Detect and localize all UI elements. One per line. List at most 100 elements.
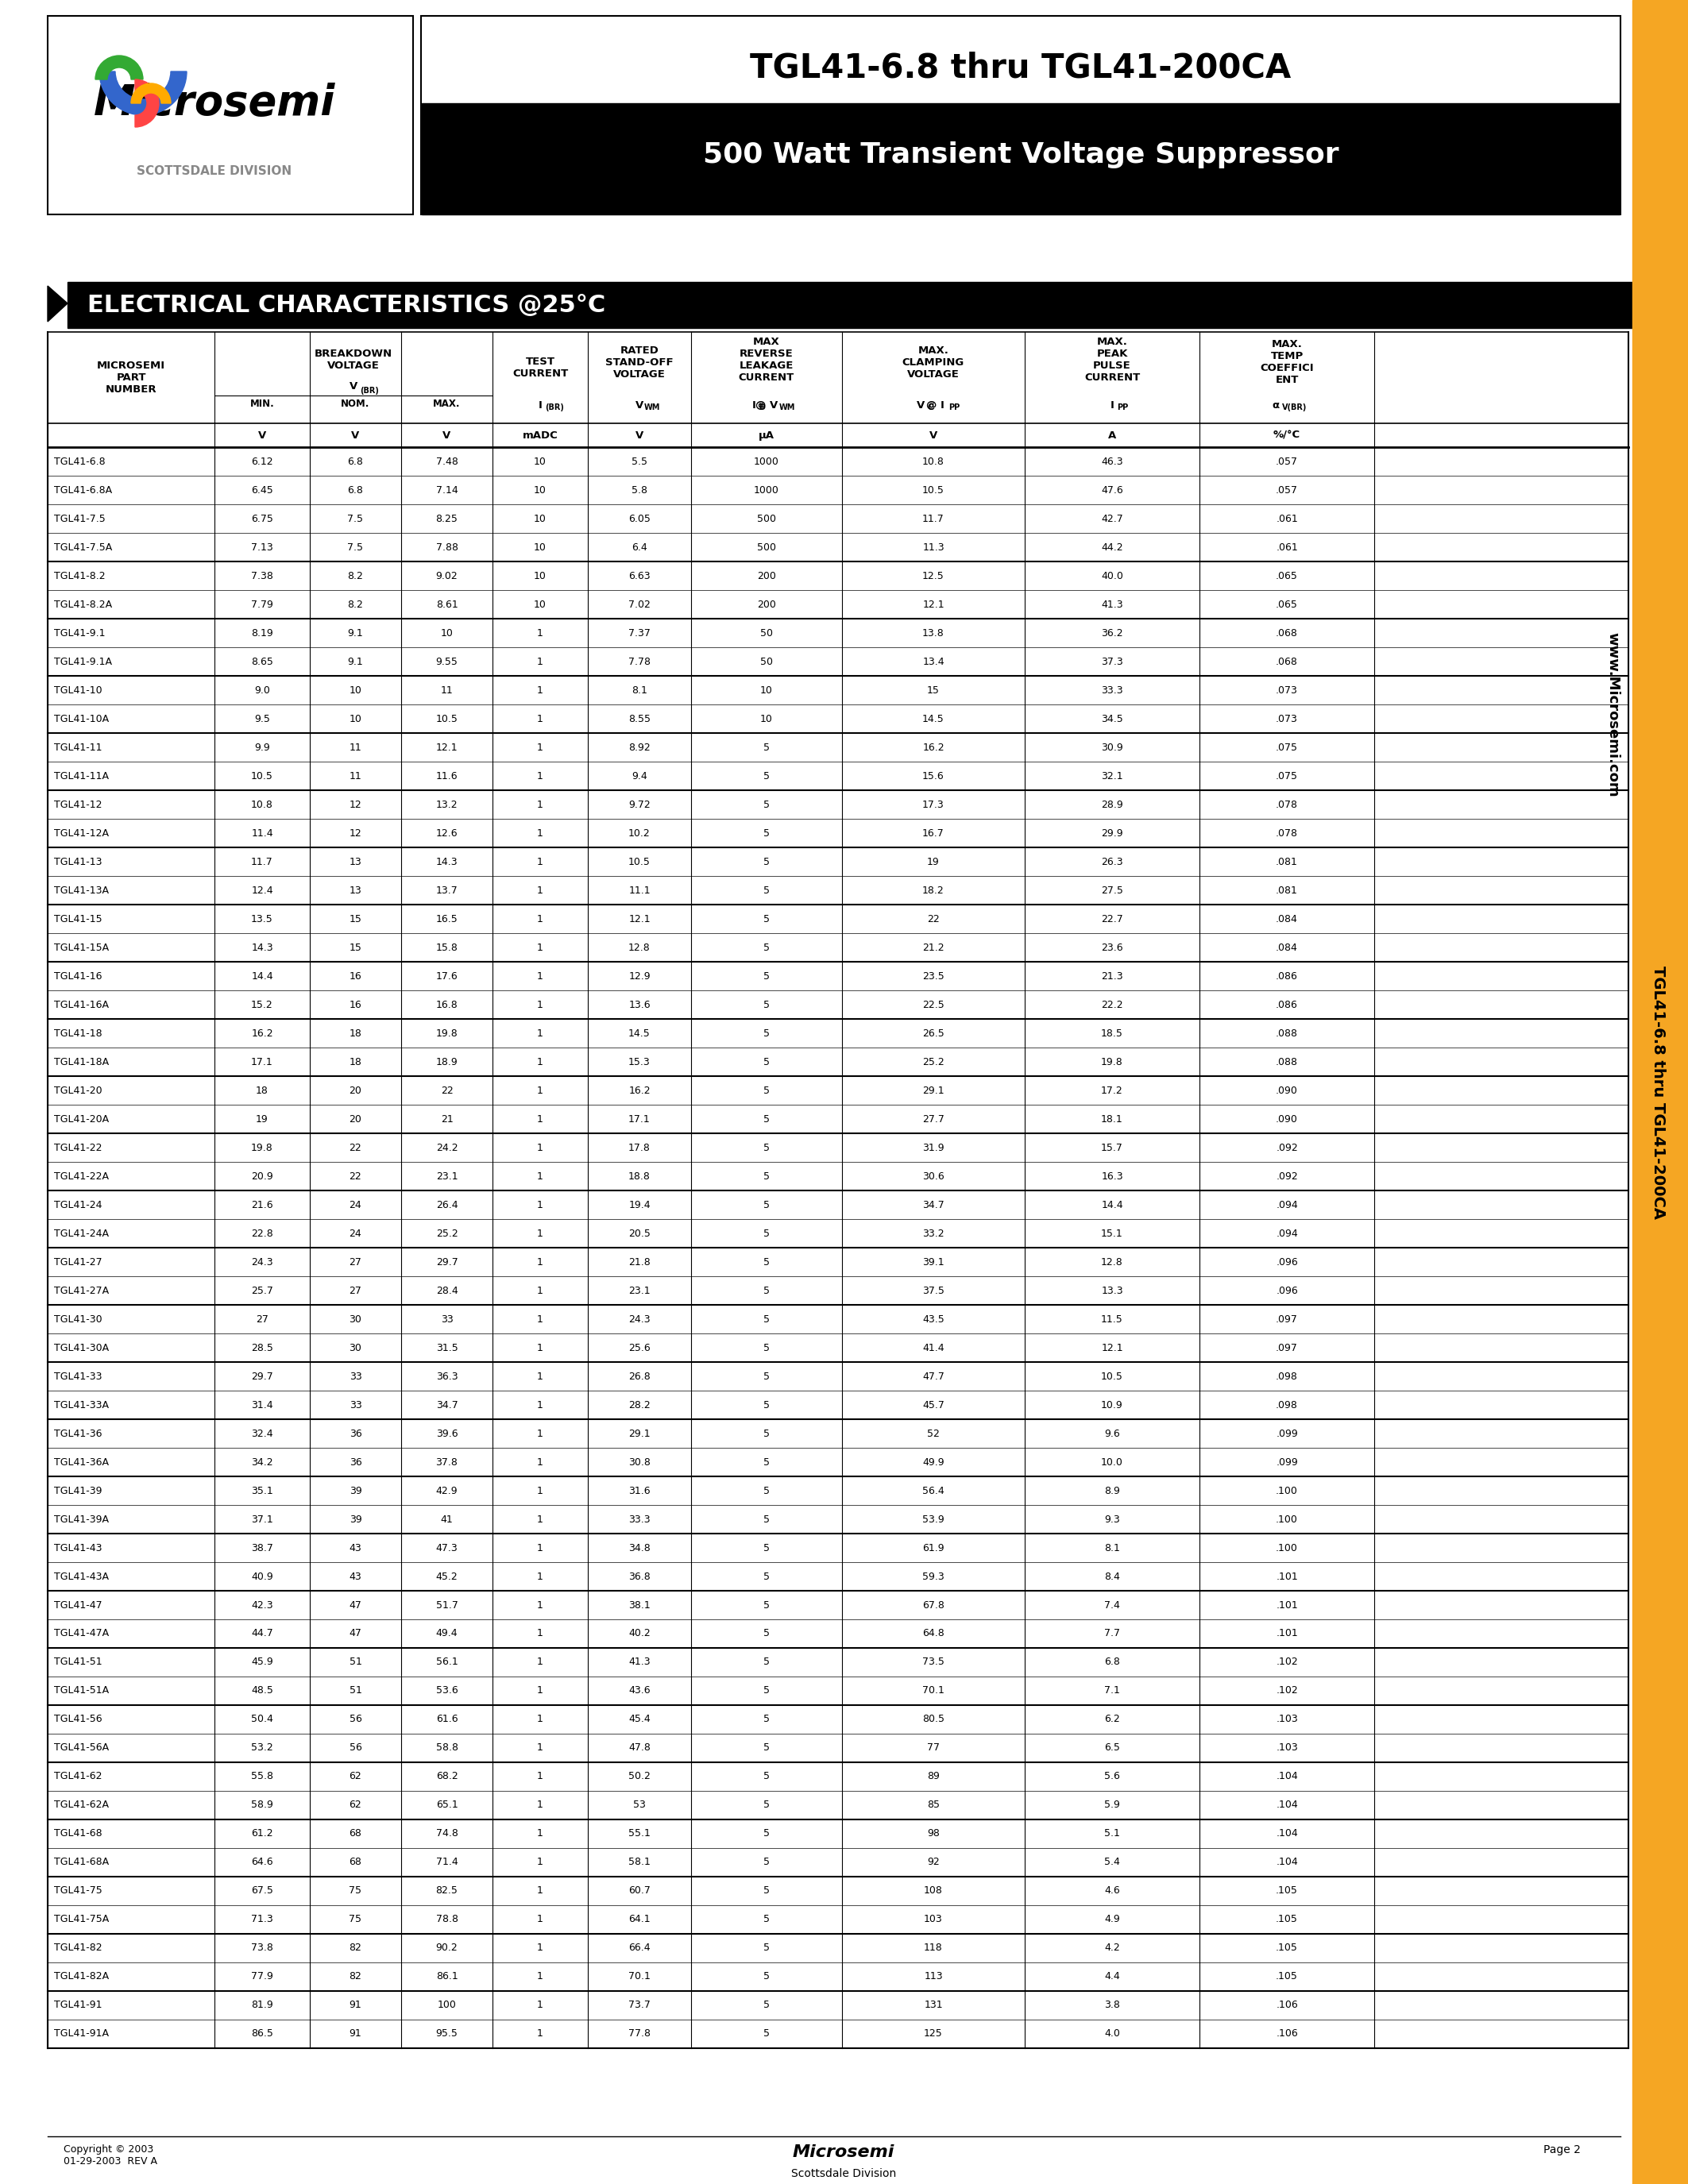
Text: 16.2: 16.2 xyxy=(628,1085,650,1096)
Text: 32.4: 32.4 xyxy=(252,1428,273,1439)
Text: .103: .103 xyxy=(1276,1714,1298,1725)
Text: TGL41-62: TGL41-62 xyxy=(54,1771,101,1782)
Text: 5: 5 xyxy=(763,1658,770,1666)
Text: 5: 5 xyxy=(763,1428,770,1439)
Bar xyxy=(47,561,1629,590)
Text: 26.3: 26.3 xyxy=(1101,856,1123,867)
Text: Microsemi: Microsemi xyxy=(793,2145,895,2160)
Text: 9.72: 9.72 xyxy=(628,799,650,810)
Text: 37.8: 37.8 xyxy=(436,1457,457,1468)
Text: 7.14: 7.14 xyxy=(436,485,457,496)
Polygon shape xyxy=(47,286,68,321)
Text: 16.5: 16.5 xyxy=(436,913,457,924)
Text: 1: 1 xyxy=(537,1457,544,1468)
Text: 9.9: 9.9 xyxy=(255,743,270,753)
Text: 5: 5 xyxy=(763,1514,770,1524)
Text: 24: 24 xyxy=(349,1227,361,1238)
Text: 29.1: 29.1 xyxy=(922,1085,944,1096)
Text: 22: 22 xyxy=(927,913,940,924)
Text: TGL41-18A: TGL41-18A xyxy=(54,1057,110,1068)
Text: TGL41-16: TGL41-16 xyxy=(54,972,101,981)
Text: TGL41-13A: TGL41-13A xyxy=(54,885,108,895)
Text: V: V xyxy=(930,430,937,441)
Text: 6.75: 6.75 xyxy=(252,513,273,524)
Text: 8.1: 8.1 xyxy=(631,686,648,695)
Text: TGL41-13: TGL41-13 xyxy=(54,856,101,867)
Text: 64.1: 64.1 xyxy=(628,1915,650,1924)
Text: .099: .099 xyxy=(1276,1457,1298,1468)
Bar xyxy=(47,618,1629,646)
Text: Page 2: Page 2 xyxy=(1543,2145,1580,2156)
Text: 5: 5 xyxy=(763,1885,770,1896)
Text: 500: 500 xyxy=(756,513,776,524)
Text: 18: 18 xyxy=(257,1085,268,1096)
Text: 55.1: 55.1 xyxy=(628,1828,650,1839)
Text: 1: 1 xyxy=(537,1029,544,1037)
Text: 10: 10 xyxy=(533,485,547,496)
Text: 20: 20 xyxy=(349,1085,361,1096)
Text: 5: 5 xyxy=(763,1286,770,1295)
Bar xyxy=(47,1876,1629,1904)
Text: 21.6: 21.6 xyxy=(252,1199,273,1210)
Text: 23.1: 23.1 xyxy=(628,1286,650,1295)
Bar xyxy=(47,1105,1629,1133)
Text: 16.3: 16.3 xyxy=(1101,1171,1123,1182)
Text: .073: .073 xyxy=(1276,714,1298,723)
Text: 9.1: 9.1 xyxy=(348,627,363,638)
Text: 15.8: 15.8 xyxy=(436,941,457,952)
Text: .096: .096 xyxy=(1276,1286,1298,1295)
Text: 16.2: 16.2 xyxy=(252,1029,273,1037)
Text: 9.1: 9.1 xyxy=(348,657,363,666)
Text: .078: .078 xyxy=(1276,799,1298,810)
Text: TGL41-10A: TGL41-10A xyxy=(54,714,110,723)
Text: 19: 19 xyxy=(927,856,940,867)
Text: 31.6: 31.6 xyxy=(628,1485,650,1496)
Bar xyxy=(47,876,1629,904)
Text: 27.5: 27.5 xyxy=(1101,885,1123,895)
Text: 5: 5 xyxy=(763,1457,770,1468)
Bar xyxy=(47,476,1629,505)
Text: 5: 5 xyxy=(763,1114,770,1125)
Bar xyxy=(47,505,1629,533)
Text: 1: 1 xyxy=(537,1828,544,1839)
Text: 5: 5 xyxy=(763,1000,770,1009)
Text: 12.8: 12.8 xyxy=(1101,1256,1123,1267)
Text: MICROSEMI
PART
NUMBER: MICROSEMI PART NUMBER xyxy=(96,360,165,395)
Text: 45.9: 45.9 xyxy=(252,1658,273,1666)
Wedge shape xyxy=(95,55,143,79)
Text: 47.3: 47.3 xyxy=(436,1542,457,1553)
Text: 11.6: 11.6 xyxy=(436,771,457,782)
Text: TGL41-82A: TGL41-82A xyxy=(54,1972,110,1981)
Text: .075: .075 xyxy=(1276,743,1298,753)
Text: 13.4: 13.4 xyxy=(922,657,944,666)
Text: 8.4: 8.4 xyxy=(1104,1570,1121,1581)
Text: TGL41-82: TGL41-82 xyxy=(54,1944,103,1952)
Text: I: I xyxy=(751,400,756,411)
Text: 10.2: 10.2 xyxy=(628,828,650,839)
Text: 1: 1 xyxy=(537,1315,544,1324)
Text: 33.3: 33.3 xyxy=(628,1514,650,1524)
Text: TGL41-68: TGL41-68 xyxy=(54,1828,103,1839)
Text: 89: 89 xyxy=(927,1771,940,1782)
Text: 77: 77 xyxy=(927,1743,940,1754)
Text: 5: 5 xyxy=(763,1227,770,1238)
Bar xyxy=(47,1476,1629,1505)
Text: 30.6: 30.6 xyxy=(922,1171,944,1182)
Text: 5: 5 xyxy=(763,941,770,952)
Text: .100: .100 xyxy=(1276,1542,1298,1553)
Text: 33.3: 33.3 xyxy=(1101,686,1123,695)
Text: 58.1: 58.1 xyxy=(628,1856,650,1867)
Text: 27.7: 27.7 xyxy=(922,1114,945,1125)
Text: TGL41-11: TGL41-11 xyxy=(54,743,101,753)
Text: TGL41-6.8 thru TGL41-200CA: TGL41-6.8 thru TGL41-200CA xyxy=(749,50,1291,85)
Text: 1: 1 xyxy=(537,1372,544,1382)
Text: TGL41-39: TGL41-39 xyxy=(54,1485,101,1496)
Text: 131: 131 xyxy=(923,2001,942,2011)
Text: 53.9: 53.9 xyxy=(922,1514,944,1524)
Bar xyxy=(47,675,1629,705)
Text: 13.5: 13.5 xyxy=(252,913,273,924)
Text: 17.3: 17.3 xyxy=(922,799,944,810)
Text: 1: 1 xyxy=(537,2001,544,2011)
Bar xyxy=(47,1077,1629,1105)
Text: V: V xyxy=(442,430,451,441)
